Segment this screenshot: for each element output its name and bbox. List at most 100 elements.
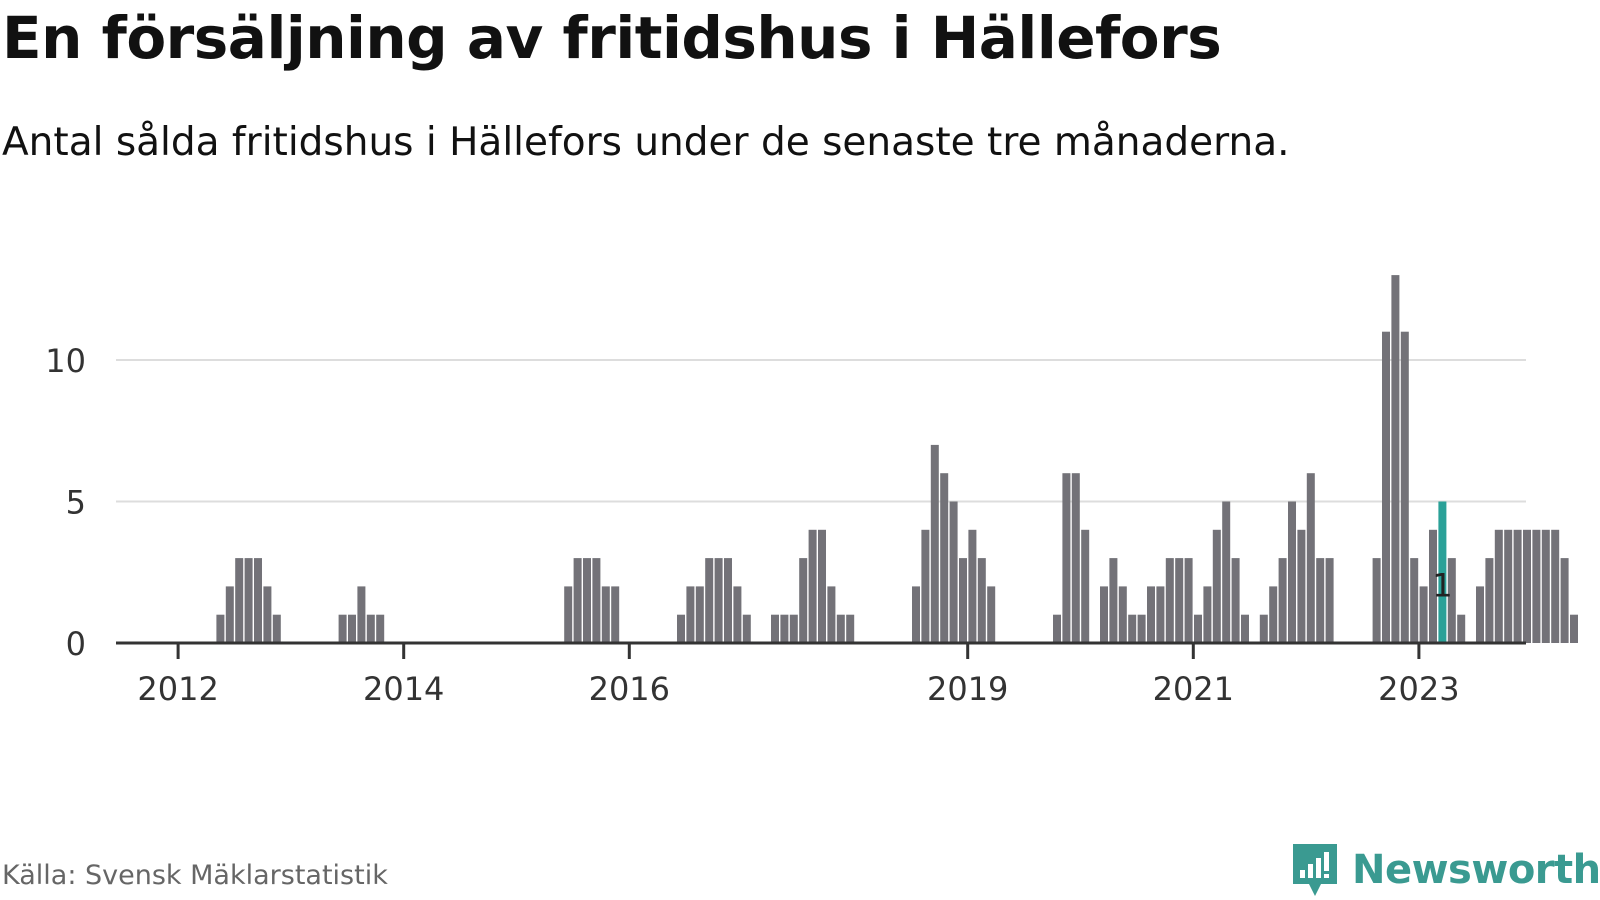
bar	[1457, 614, 1466, 643]
bar	[1570, 614, 1578, 643]
brand-logo: Newsworthy	[1290, 842, 1600, 898]
bar	[1062, 473, 1071, 643]
bar	[1382, 331, 1390, 643]
bar	[1137, 614, 1146, 643]
bar	[921, 529, 930, 643]
bar	[225, 586, 234, 643]
bar	[1447, 558, 1456, 643]
x-tick-label: 2014	[363, 670, 444, 708]
highlight-value-label: 1	[1432, 567, 1452, 605]
bar	[949, 501, 958, 643]
bar	[959, 558, 967, 643]
chart-title: En försäljning av fritidshus i Hällefors	[2, 4, 1222, 72]
bar	[1259, 614, 1268, 643]
bar	[592, 558, 601, 643]
bar	[1241, 614, 1249, 643]
bar	[1118, 586, 1127, 643]
bar	[1316, 558, 1325, 643]
bar	[1523, 529, 1531, 643]
bar	[1278, 558, 1287, 643]
bar	[611, 586, 620, 643]
bar	[216, 614, 225, 643]
bar	[564, 586, 573, 643]
bar	[1147, 586, 1155, 643]
bar	[235, 558, 244, 643]
y-tick-label: 5	[66, 484, 86, 522]
bar	[789, 614, 798, 643]
bar	[1410, 558, 1419, 643]
x-tick-label: 2021	[1153, 670, 1234, 708]
chart-subtitle: Antal sålda fritidshus i Hällefors under…	[2, 120, 1290, 165]
bar	[1297, 529, 1306, 643]
x-tick-label: 2023	[1378, 670, 1459, 708]
brand-name: Newsworthy	[1352, 847, 1600, 893]
bar	[1231, 558, 1240, 643]
bar	[827, 586, 836, 643]
bar	[1391, 275, 1400, 643]
bar	[818, 529, 826, 643]
bar	[263, 586, 272, 643]
bar	[742, 614, 751, 643]
bar	[940, 473, 949, 643]
bar	[912, 586, 920, 643]
source-note: Källa: Svensk Mäklarstatistik	[2, 860, 388, 891]
bar	[1203, 586, 1212, 643]
bar	[1184, 558, 1193, 643]
bar	[583, 558, 591, 643]
bar	[780, 614, 789, 643]
bar-highlight	[1438, 501, 1447, 643]
bars: 1	[216, 275, 1578, 643]
bar	[1504, 529, 1513, 643]
bar	[601, 586, 610, 643]
bar	[348, 614, 356, 643]
bar	[836, 614, 845, 643]
bar	[1485, 558, 1494, 643]
bar	[366, 614, 375, 643]
bar	[1541, 529, 1550, 643]
bar	[1372, 558, 1381, 643]
bar	[808, 529, 817, 643]
bar	[1306, 473, 1315, 643]
bar	[1175, 558, 1184, 643]
x-tick-label: 2012	[137, 670, 218, 708]
bar	[724, 558, 732, 643]
bar	[1325, 558, 1334, 643]
bar	[1513, 529, 1522, 643]
bar	[1532, 529, 1541, 643]
bar	[272, 614, 281, 643]
bar	[1081, 529, 1090, 643]
bar	[714, 558, 723, 643]
bar	[1109, 558, 1118, 643]
bar	[1128, 614, 1137, 643]
y-tick-label: 0	[66, 625, 86, 663]
bar	[573, 558, 582, 643]
bar	[677, 614, 685, 643]
bar	[968, 529, 977, 643]
y-tick-label: 10	[45, 342, 86, 380]
bar	[771, 614, 779, 643]
bar	[1551, 529, 1560, 643]
bar	[1400, 331, 1409, 643]
bar	[357, 586, 366, 643]
bar	[930, 444, 939, 643]
bar	[254, 558, 262, 643]
bar	[846, 614, 855, 643]
bar	[1429, 529, 1437, 643]
bar	[705, 558, 714, 643]
bar	[1288, 501, 1296, 643]
bar	[1053, 614, 1061, 643]
bar	[1212, 529, 1221, 643]
bar	[1269, 586, 1278, 643]
bar	[1071, 473, 1080, 643]
bar	[799, 558, 808, 643]
bar	[338, 614, 347, 643]
bar	[1156, 586, 1165, 643]
bar	[1419, 586, 1428, 643]
bar	[1100, 586, 1108, 643]
x-tick-label: 2019	[927, 670, 1008, 708]
axes: 0 5 10 2012 2014 2016 2019 2021 2023	[45, 342, 1526, 708]
bar	[977, 558, 986, 643]
bar	[686, 586, 695, 643]
bar	[1222, 501, 1231, 643]
bar	[695, 586, 704, 643]
